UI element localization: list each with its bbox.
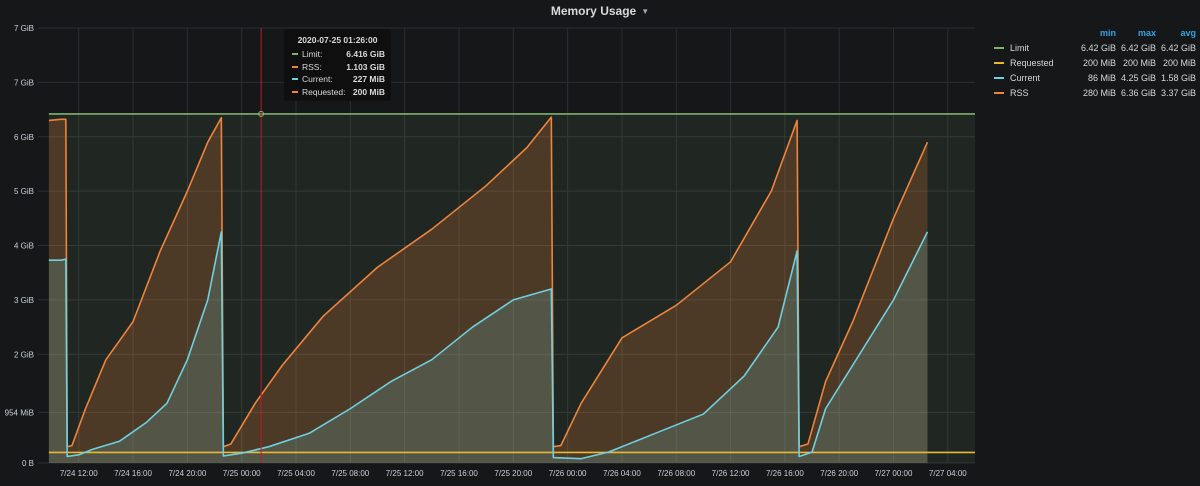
legend-min: 280 MiB: [1082, 87, 1116, 98]
x-tick-label: 7/25 12:00: [386, 469, 424, 478]
legend-table: min max avg Limit 6.42 GiB 6.42 GiB 6.42…: [988, 26, 1196, 100]
legend-min: 6.42 GiB: [1080, 42, 1116, 53]
y-tick-label: 7 GiB: [14, 24, 34, 33]
caret-down-icon[interactable]: ▼: [641, 6, 650, 16]
legend-row-rss[interactable]: RSS 280 MiB 6.36 GiB 3.37 GiB: [988, 85, 1196, 100]
legend-min: 200 MiB: [1082, 57, 1116, 68]
legend-swatch: [994, 76, 1004, 79]
crosshair-marker: [258, 110, 265, 117]
tooltip-row-rss: RSS: 1.103 GiB: [284, 61, 391, 74]
tooltip-swatch: [292, 78, 298, 81]
legend-row-limit[interactable]: Limit 6.42 GiB 6.42 GiB 6.42 GiB: [988, 40, 1196, 55]
chart-series-lines: [48, 113, 975, 460]
y-tick-label: 0 B: [22, 459, 34, 468]
legend-row-requested[interactable]: Requested 200 MiB 200 MiB 200 MiB: [988, 55, 1196, 70]
tooltip-row-current: Current: 227 MiB: [284, 73, 391, 86]
y-tick-label: 4 GiB: [14, 242, 34, 251]
legend-avg: 3.37 GiB: [1160, 87, 1196, 98]
tooltip-value: 1.103 GiB: [346, 61, 385, 72]
tooltip-time: 2020-07-25 01:26:00: [297, 35, 378, 45]
y-tick-label: 954 MiB: [5, 408, 34, 417]
y-axis: 0 B 954 MiB 2 GiB 3 GiB 4 GiB 5 GiB 6 GiB 7 GiB…: [5, 24, 34, 468]
series-line-current: [48, 231, 929, 460]
series-line-rss: [48, 116, 929, 448]
x-tick-label: 7/26 00:00: [549, 469, 587, 478]
legend-header-max[interactable]: max: [1137, 28, 1156, 38]
legend-avg: 1.58 GiB: [1160, 72, 1196, 83]
legend-series-name[interactable]: Current: [1010, 72, 1041, 83]
y-tick-label: 2 GiB: [14, 350, 34, 359]
tooltip-row-requested: Requested: 200 MiB: [284, 86, 391, 99]
x-tick-label: 7/25 20:00: [494, 469, 532, 478]
legend-min: 86 MiB: [1087, 72, 1116, 83]
x-tick-label: 7/24 20:00: [168, 469, 206, 478]
x-tick-label: 7/26 04:00: [603, 469, 641, 478]
x-tick-label: 7/27 04:00: [929, 469, 967, 478]
tooltip-value: 6.416 GiB: [346, 49, 385, 60]
series-area-rss: [48, 117, 928, 464]
chart-series-areas: [48, 113, 975, 464]
x-tick-label: 7/26 08:00: [657, 469, 695, 478]
y-tick-label: 6 GiB: [14, 133, 34, 142]
legend-max: 6.36 GiB: [1120, 87, 1156, 98]
crosshair: [258, 28, 265, 463]
x-tick-label: 7/25 04:00: [277, 469, 315, 478]
tooltip-label: Limit:: [302, 49, 323, 60]
legend-swatch: [994, 91, 1004, 94]
x-tick-label: 7/26 16:00: [766, 469, 804, 478]
tooltip-label: RSS:: [302, 61, 322, 72]
hover-tooltip: 2020-07-25 01:26:00 Limit: 6.416 GiB RSS…: [284, 29, 391, 101]
legend-avg: 200 MiB: [1162, 57, 1196, 68]
panel-title[interactable]: Memory Usage ▼: [0, 0, 1200, 22]
tooltip-row-limit: Limit: 6.416 GiB: [284, 48, 391, 61]
tooltip-swatch: [292, 53, 298, 56]
tooltip-label: Current:: [302, 74, 333, 85]
legend-header: min max avg: [988, 26, 1196, 40]
legend-swatch: [994, 46, 1004, 49]
y-tick-label: 3 GiB: [14, 296, 34, 305]
legend-avg: 6.42 GiB: [1160, 42, 1196, 53]
tooltip-swatch: [292, 90, 298, 93]
panel-title-text: Memory Usage: [550, 4, 637, 18]
tooltip-label: Requested:: [302, 86, 346, 97]
tooltip-value: 200 MiB: [352, 86, 385, 97]
x-axis: 7/24 12:00 7/24 16:00 7/24 20:00 7/25 00:00…: [60, 469, 967, 478]
x-tick-label: 7/24 12:00: [60, 469, 98, 478]
legend-swatch: [994, 61, 1004, 64]
legend-series-name[interactable]: RSS: [1010, 87, 1029, 98]
x-tick-label: 7/26 12:00: [712, 469, 750, 478]
x-tick-label: 7/27 00:00: [875, 469, 913, 478]
tooltip-swatch: [292, 65, 298, 68]
x-tick-label: 7/25 16:00: [440, 469, 478, 478]
legend-series-name[interactable]: Requested: [1010, 57, 1054, 68]
tooltip-value: 227 MiB: [352, 74, 385, 85]
legend-series-name[interactable]: Limit: [1010, 42, 1030, 53]
legend-max: 4.25 GiB: [1120, 72, 1156, 83]
y-tick-label: 7 GiB: [14, 78, 34, 87]
legend-header-min[interactable]: min: [1099, 28, 1116, 38]
series-area-current: [48, 231, 928, 463]
x-tick-label: 7/24 16:00: [114, 469, 152, 478]
x-tick-label: 7/26 20:00: [820, 469, 858, 478]
chart-grid: [38, 27, 975, 464]
legend-max: 6.42 GiB: [1120, 42, 1156, 53]
y-tick-label: 5 GiB: [14, 187, 34, 196]
legend-row-current[interactable]: Current 86 MiB 4.25 GiB 1.58 GiB: [988, 70, 1196, 85]
x-tick-label: 7/25 00:00: [223, 469, 261, 478]
x-tick-label: 7/25 08:00: [331, 469, 369, 478]
legend-header-avg[interactable]: avg: [1180, 28, 1196, 38]
legend-max: 200 MiB: [1122, 57, 1156, 68]
